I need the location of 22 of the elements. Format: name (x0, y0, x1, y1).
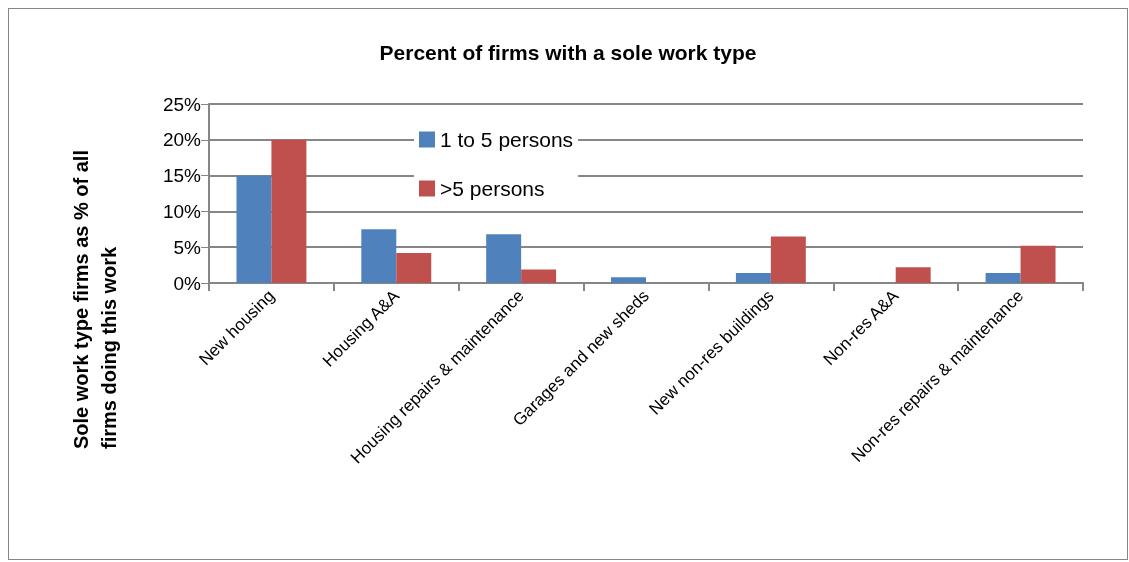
bar (611, 277, 646, 283)
bar (521, 269, 557, 283)
y-tick-label: 15% (162, 165, 202, 187)
y-tick-label: 10% (162, 200, 202, 222)
bar (770, 236, 806, 283)
y-tick-label: 0% (173, 272, 202, 294)
bar (361, 229, 397, 283)
y-tick-label: 25% (162, 93, 202, 115)
bar (271, 139, 307, 283)
bar (236, 175, 272, 283)
bar (396, 252, 432, 283)
legend-label: 1 to 5 persons (440, 128, 574, 151)
y-tick-label: 20% (162, 129, 202, 151)
bar (985, 272, 1021, 283)
bar (735, 272, 771, 283)
bar (486, 234, 522, 283)
y-tick-label: 5% (173, 236, 202, 258)
bar (895, 267, 931, 283)
y-axis-title: Sole work type firms as % of all firms doing this work (70, 144, 120, 449)
chart-title: Percent of firms with a sole work type (379, 41, 757, 64)
bar (1020, 245, 1056, 283)
legend-label: >5 persons (440, 177, 545, 200)
